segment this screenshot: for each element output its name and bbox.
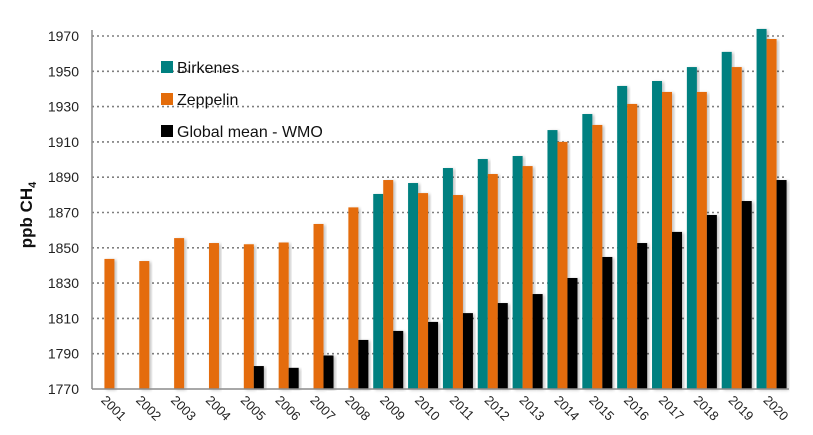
bar-global-mean-wmo-2012 xyxy=(497,303,508,389)
bar-global-mean-wmo-2010 xyxy=(428,321,439,389)
bar-global-mean-wmo-2019 xyxy=(741,201,752,389)
legend-label: Birkenes xyxy=(177,60,239,77)
bar-birkenes-2013 xyxy=(512,156,523,389)
x-tick-label: 2001 xyxy=(98,393,129,424)
bar-global-mean-wmo-2014 xyxy=(567,277,578,389)
bar-zeppelin-2002 xyxy=(139,261,150,389)
x-tick-label: 2014 xyxy=(551,393,582,424)
bar-birkenes-2016 xyxy=(617,85,628,390)
bar-global-mean-wmo-2005 xyxy=(253,366,264,389)
x-tick-label: 2018 xyxy=(691,393,722,424)
x-tick-label: 2019 xyxy=(726,393,757,424)
bar-zeppelin-2006 xyxy=(278,242,289,389)
y-tick-label: 1970 xyxy=(48,28,79,44)
x-axis-ticks: 2001 2002 2003 2004 2005 2006 2007 2008 2009 2010… xyxy=(98,393,791,424)
bar-zeppelin-2017 xyxy=(662,91,673,389)
bar-global-mean-wmo-2015 xyxy=(602,256,613,389)
y-axis-label: ppb CH4 xyxy=(17,181,39,248)
bar-global-mean-wmo-2011 xyxy=(462,313,473,389)
legend-swatch xyxy=(161,61,173,73)
bar-birkenes-2020 xyxy=(756,28,767,389)
gridlines xyxy=(92,35,787,355)
bar-zeppelin-2013 xyxy=(522,166,533,389)
y-axis-label-subscript: 4 xyxy=(27,181,39,188)
bar-zeppelin-2010 xyxy=(418,193,429,389)
x-tick-label: 2011 xyxy=(447,393,477,423)
bar-zeppelin-2011 xyxy=(452,195,463,389)
bar-birkenes-2011 xyxy=(442,168,453,389)
x-tick-label: 2008 xyxy=(342,393,373,424)
y-tick-label: 1870 xyxy=(48,205,79,221)
y-axis-label-text: ppb CH xyxy=(17,188,36,248)
bar-global-mean-wmo-2017 xyxy=(672,231,683,389)
bar-zeppelin-2007 xyxy=(313,223,324,389)
x-tick-label: 2009 xyxy=(377,393,408,424)
bar-birkenes-2015 xyxy=(582,114,593,389)
bar-birkenes-2017 xyxy=(652,81,663,389)
bar-birkenes-2014 xyxy=(547,130,558,389)
x-tick-label: 2007 xyxy=(307,393,338,424)
x-tick-label: 2005 xyxy=(238,393,269,424)
bar-birkenes-2010 xyxy=(408,183,419,389)
bar-global-mean-wmo-2018 xyxy=(706,214,717,389)
x-tick-label: 2013 xyxy=(517,393,548,424)
x-tick-label: 2002 xyxy=(133,393,164,424)
y-tick-label: 1830 xyxy=(48,275,79,291)
x-tick-label: 2017 xyxy=(656,393,687,424)
bar-zeppelin-2005 xyxy=(243,244,254,389)
x-tick-label: 2015 xyxy=(586,393,617,424)
x-tick-label: 2004 xyxy=(203,393,234,424)
legend-label: Global mean - WMO xyxy=(177,124,323,141)
bar-zeppelin-2015 xyxy=(592,124,603,390)
bar-zeppelin-2016 xyxy=(627,103,638,389)
y-tick-label: 1910 xyxy=(48,134,79,150)
bar-zeppelin-2014 xyxy=(557,141,568,389)
x-tick-label: 2006 xyxy=(273,393,304,424)
bar-global-mean-wmo-2007 xyxy=(323,355,334,389)
legend: Birkenes Zeppelin Global mean - WMO xyxy=(161,60,323,141)
y-tick-label: 1790 xyxy=(48,346,79,362)
bar-global-mean-wmo-2013 xyxy=(532,294,543,389)
bars xyxy=(104,28,787,390)
x-tick-label: 2016 xyxy=(621,393,652,424)
bar-zeppelin-2004 xyxy=(208,243,219,389)
bar-birkenes-2018 xyxy=(686,67,697,390)
bar-global-mean-wmo-2009 xyxy=(393,330,404,389)
legend-label: Zeppelin xyxy=(177,92,238,109)
y-tick-label: 1770 xyxy=(48,381,79,397)
bar-global-mean-wmo-2016 xyxy=(637,243,648,389)
y-tick-label: 1930 xyxy=(48,99,79,115)
legend-swatch xyxy=(161,93,173,105)
bar-zeppelin-2008 xyxy=(348,207,359,389)
y-axis-ticks: 1770 1790 1810 1830 1850 1870 1890 1910 1930 1950… xyxy=(48,28,79,397)
bar-global-mean-wmo-2006 xyxy=(288,367,299,389)
bar-birkenes-2009 xyxy=(373,193,384,389)
bar-zeppelin-2019 xyxy=(731,67,742,390)
bar-zeppelin-2001 xyxy=(104,258,115,389)
y-tick-label: 1810 xyxy=(48,310,79,326)
y-tick-label: 1950 xyxy=(48,63,79,79)
bar-birkenes-2012 xyxy=(477,159,488,389)
bar-zeppelin-2003 xyxy=(174,238,185,389)
bar-zeppelin-2020 xyxy=(766,39,777,390)
y-tick-label: 1850 xyxy=(48,240,79,256)
x-tick-label: 2003 xyxy=(168,393,199,424)
y-tick-label: 1890 xyxy=(48,169,79,185)
bar-zeppelin-2009 xyxy=(383,180,394,389)
legend-swatch xyxy=(161,125,173,137)
bar-birkenes-2019 xyxy=(721,51,732,389)
bar-global-mean-wmo-2020 xyxy=(776,180,787,389)
x-tick-label: 2010 xyxy=(412,393,443,424)
bar-zeppelin-2012 xyxy=(487,174,498,389)
x-tick-label: 2020 xyxy=(760,393,791,424)
x-tick-label: 2012 xyxy=(482,393,513,424)
bar-zeppelin-2018 xyxy=(696,91,707,389)
bar-global-mean-wmo-2008 xyxy=(358,339,369,389)
